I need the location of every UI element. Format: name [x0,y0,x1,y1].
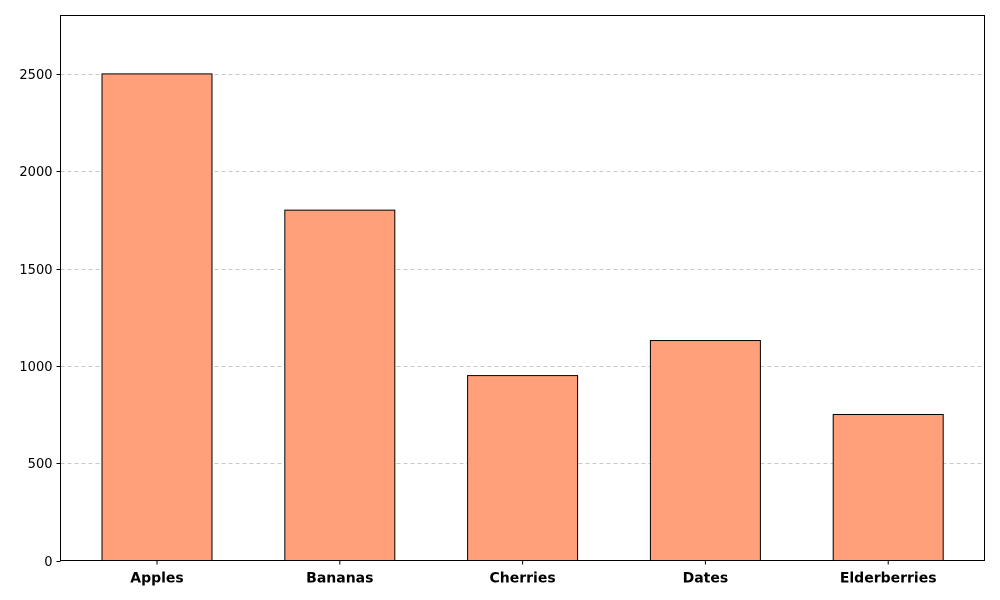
bar-apples [101,73,213,562]
x-axis-ticks: Apples Bananas Cherries Dates Elderberries [130,560,937,587]
bar-cherries [467,375,579,562]
x-tick-label: Dates [683,571,729,587]
bars [101,73,944,562]
bar-elderberries [832,414,944,561]
y-tick-label: 1500 [19,263,52,278]
x-tick-label: Cherries [490,571,556,587]
bar-bananas [284,209,396,561]
x-tick-label: Elderberries [840,571,937,587]
gridlines [60,74,985,464]
x-tick-label: Apples [130,571,184,587]
y-axis-ticks: 0 500 1000 1500 2000 2500 [19,68,61,570]
x-tick-label: Bananas [306,571,373,587]
bar-dates [649,340,761,561]
y-tick-label: 0 [44,555,52,570]
y-tick-label: 2500 [19,68,52,83]
y-tick-label: 2000 [19,165,52,180]
y-tick-label: 1000 [19,360,52,375]
y-tick-label: 500 [28,457,53,472]
